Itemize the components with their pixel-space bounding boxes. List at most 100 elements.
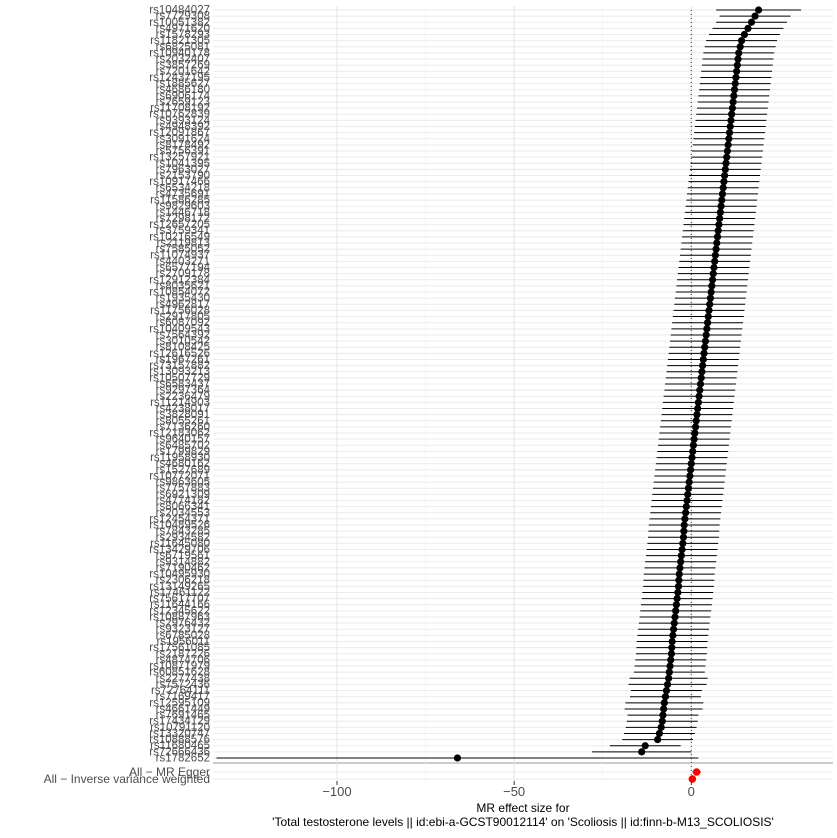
snp-point [693,411,701,419]
snp-label: rs8055261 [156,415,210,427]
snp-label: rs8178492 [156,139,210,151]
snp-label: rs10887963 [149,611,210,623]
y-axis-labels: rs10484027rs7729308rs10051382rs4971620rs… [44,5,211,787]
snp-label: rs2306218 [156,575,210,587]
snp-label: rs6087092 [156,317,210,329]
snp-point [744,24,752,32]
snp-label: rs4948392 [156,121,210,133]
snp-label: rs8066341 [156,501,210,513]
snp-point [710,263,718,272]
snp-point [690,435,698,443]
snp-label: rs13093213 [149,366,210,378]
snp-point [737,37,746,45]
snp-label: rs11645080 [150,538,210,550]
snp-point [707,288,715,296]
snp-label: rs75617707 [149,593,210,605]
snp-label: rs10484027 [149,5,210,17]
snp-label: rs10854072 [149,287,210,299]
snp-point [672,601,681,609]
snp-point [668,637,676,646]
snp-label: rs8108425 [156,342,210,354]
snp-label: rs11074937 [150,250,210,262]
snp-point [703,319,712,327]
snp-label: rs1578293 [156,29,210,41]
snp-point [716,214,724,223]
snp-point [675,576,683,584]
snp-point [728,104,736,112]
snp-point [685,478,693,486]
snp-point [709,270,717,278]
snp-point [453,754,462,762]
snp-point [732,73,740,82]
snp-point [669,631,677,639]
snp-label: rs10495930 [149,569,210,581]
snp-label: rs7572436 [156,679,210,691]
snp-point [688,453,696,462]
snp-point [751,12,759,20]
snp-label: rs10888576 [149,734,210,746]
snp-point [667,656,675,664]
snp-point [682,503,690,511]
snp-point [725,129,734,137]
snp-label: rs7201642 [156,66,210,78]
snp-point [679,533,688,541]
snp-point [714,227,722,235]
snp-point [704,312,712,321]
snp-label: rs1935430 [156,293,210,305]
snp-label: rs2236479 [156,391,210,403]
snp-point [716,208,724,216]
panel-background [213,6,833,781]
snp-label: rs1967261 [156,354,210,366]
snp-point [661,693,670,701]
snp-point [665,668,673,676]
snp-label: rs73157882 [149,360,210,372]
snp-label: rs11708192 [150,103,210,115]
snp-point [733,67,741,75]
snp-point [671,613,679,621]
snp-point [684,484,693,492]
snp-label: rs13320747 [149,728,210,740]
snp-label: rs4971620 [156,23,210,35]
snp-point [658,717,666,725]
snp-point [694,398,702,406]
snp-label: rs3759341 [156,225,210,237]
snp-label: rs10489526 [149,520,210,532]
snp-point [692,417,700,425]
snp-label: rs3828091 [156,409,210,421]
snp-label: rs2709178 [156,268,210,280]
snp-point [670,619,678,627]
snp-point [701,337,710,345]
snp-label: rs11756028 [150,305,210,317]
snp-point [726,122,734,131]
snp-point [684,490,692,498]
snp-label: rs1782652 [156,753,210,765]
snp-label: rs3091624 [156,133,211,145]
snp-label: rs7757883 [156,483,210,495]
snp-point [699,355,707,364]
snp-label: rs4774182 [156,495,210,507]
snp-point [680,527,688,535]
snp-point [730,86,739,94]
snp-point [720,171,729,180]
snp-label: rs6825081 [156,41,210,53]
snp-label: rs4962817 [156,299,210,311]
snp-label: rs4874706 [156,654,210,666]
snp-label: rs11586285 [150,195,210,207]
snp-label: rs4735691 [156,188,210,200]
snp-label: rs9863605 [156,477,210,489]
snp-label: rs4686180 [156,84,210,96]
snp-point [696,380,705,388]
snp-label: rs1041395 [156,158,210,170]
snp-label: rs12091867 [149,127,210,139]
snp-point [701,343,709,351]
snp-label: rs6719561 [156,550,210,562]
snp-point [728,110,736,118]
x-axis: −100 −50 0 [322,781,695,799]
snp-label: rs60851628 [149,667,210,679]
snp-point [667,650,676,658]
snp-label: rs72764111 [151,685,210,697]
snp-label: rs7564392 [156,329,210,341]
snp-point [706,294,715,302]
snp-point [672,607,680,615]
